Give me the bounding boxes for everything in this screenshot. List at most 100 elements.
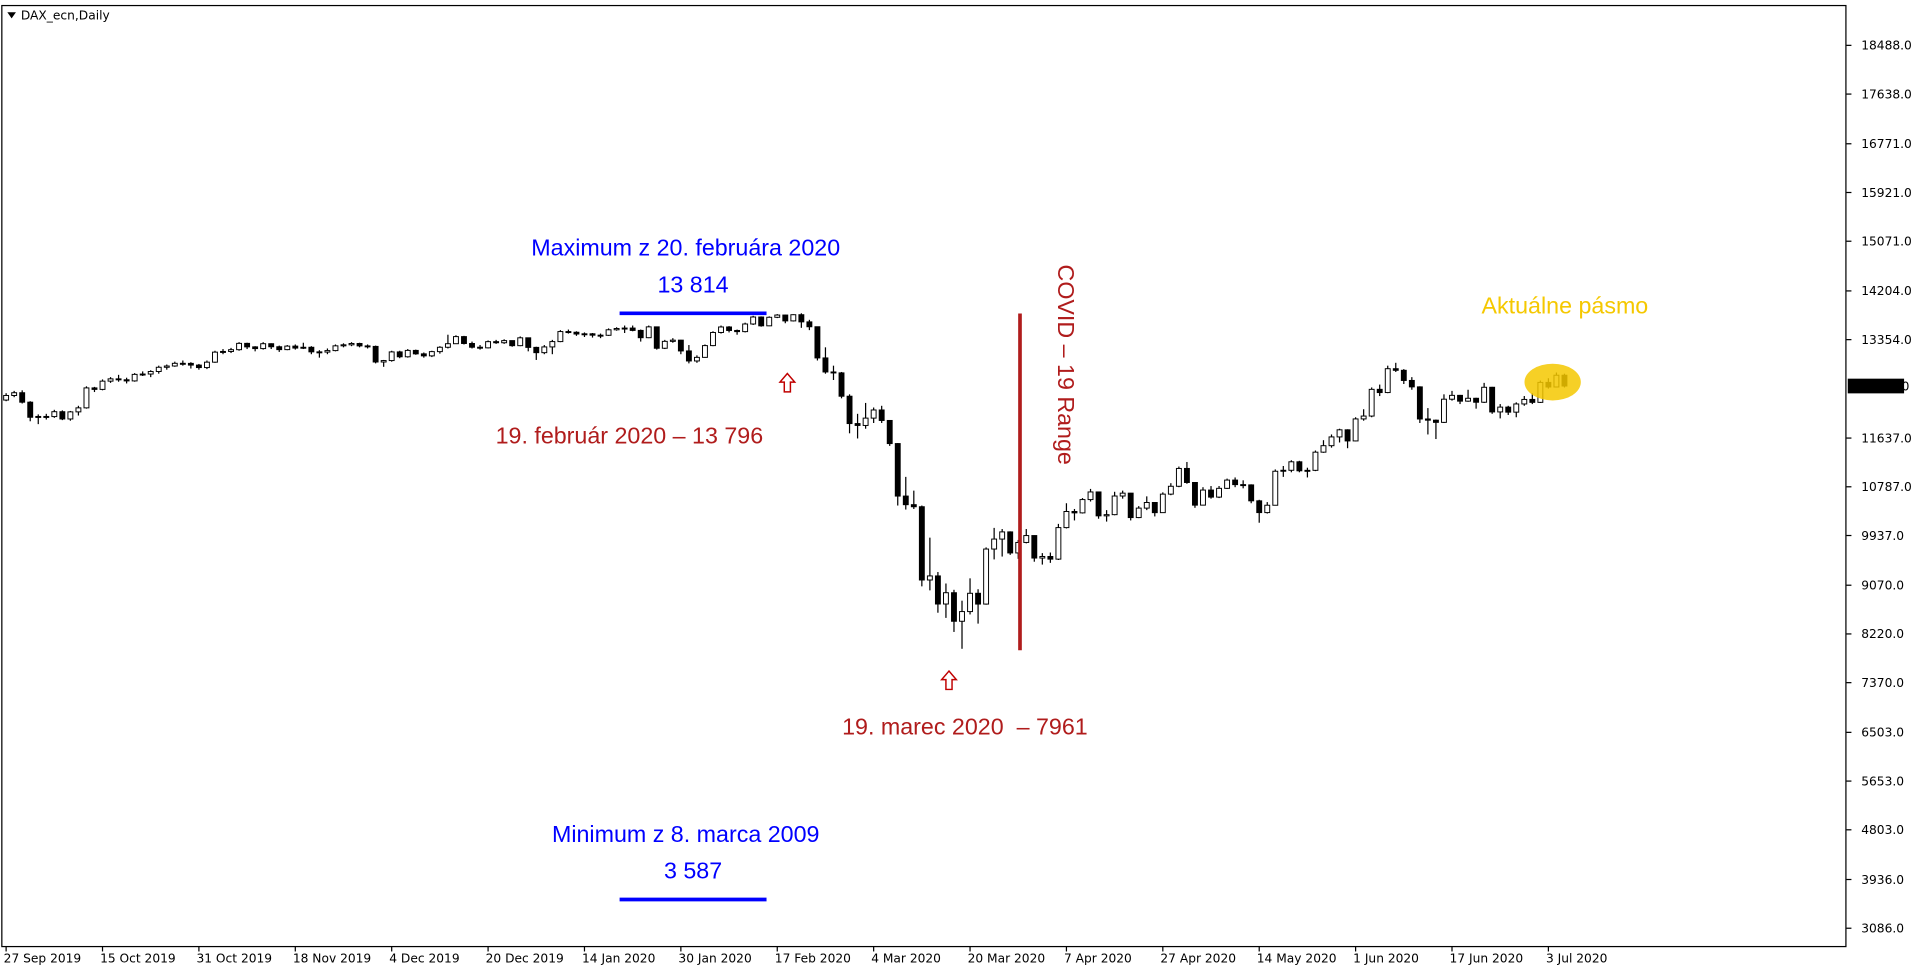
y-tick-label: 10787.0 [1861, 480, 1912, 494]
candle-body [878, 409, 885, 421]
candle-body [525, 337, 532, 348]
candle-body [581, 333, 588, 336]
candle-body [1200, 489, 1206, 506]
plot-frame [1, 4, 1847, 948]
x-tick-label: 3 Jul 2020 [1546, 951, 1607, 965]
candle-body [59, 411, 66, 420]
candle-body [894, 443, 901, 497]
candle-body [806, 321, 813, 328]
candle-body [364, 345, 371, 348]
candle-body [139, 373, 146, 376]
candle-body [830, 371, 837, 374]
candle-body [348, 342, 355, 346]
candle-body [693, 356, 700, 362]
candle-body [517, 337, 524, 347]
candle-body [557, 331, 564, 343]
candle-body [1529, 398, 1536, 403]
candle-body [1336, 429, 1343, 438]
candle-body [798, 314, 805, 323]
candle-body [461, 336, 467, 344]
candle-body [943, 592, 949, 605]
candle-body [43, 415, 50, 418]
candle-body [1489, 386, 1496, 413]
level-label: 13 814 [657, 271, 728, 297]
candle-body [1328, 436, 1335, 447]
candle-body [1360, 415, 1367, 420]
y-tick-label: 7370.0 [1861, 676, 1904, 690]
candle-body [918, 506, 925, 581]
candle-body [163, 365, 170, 368]
candle-body [493, 341, 500, 344]
candle-body [1296, 461, 1303, 472]
candle-body [308, 346, 315, 353]
candle-body [1521, 398, 1528, 405]
candle-body [589, 333, 596, 336]
candle-body [1400, 369, 1407, 381]
candle-body [1344, 429, 1351, 442]
y-tick-label: 8220.0 [1861, 627, 1904, 641]
candle-body [1087, 491, 1094, 501]
candle-body [1441, 398, 1447, 423]
annotation: COVID – 19 Range [1053, 265, 1079, 465]
candle-body [1232, 479, 1239, 486]
y-tick-label: 3936.0 [1861, 873, 1904, 887]
candle-body [1151, 502, 1158, 514]
candle-body [782, 314, 789, 322]
candle-body [412, 349, 419, 355]
y-tick-label: 15921.0 [1861, 186, 1912, 200]
x-tick-label: 20 Dec 2019 [486, 951, 564, 965]
y-tick-label: 4803.0 [1861, 823, 1904, 837]
candle-body [11, 392, 18, 396]
y-tick-label: 9937.0 [1861, 529, 1904, 543]
candle-body [509, 340, 516, 347]
candle-body [934, 575, 941, 605]
candle-body [750, 316, 757, 325]
x-tick-label: 4 Dec 2019 [389, 951, 459, 965]
candle-body [1465, 397, 1472, 402]
candle-body [862, 417, 869, 426]
y-tick-label: 16771.0 [1861, 137, 1912, 151]
candle-body [991, 538, 998, 550]
candle-body [1119, 492, 1126, 497]
candle-body [187, 362, 194, 366]
candle-body [115, 378, 122, 381]
candle-body [1240, 484, 1247, 487]
candle-body [613, 328, 620, 331]
candle-body [252, 346, 259, 350]
candle-body [621, 327, 628, 330]
candle-body [1175, 467, 1182, 487]
candle-body [1304, 469, 1311, 472]
candle-body [645, 326, 652, 339]
candle-body [195, 364, 202, 369]
candle-body [1432, 419, 1439, 423]
candle-body [276, 346, 283, 351]
candle-body [19, 392, 26, 403]
level-title: Maximum z 20. februára 2020 [531, 235, 840, 261]
x-axis: 27 Sep 2019 15 Oct 2019 31 Oct 2019 18 Nov … [4, 946, 1607, 965]
candle-body [1352, 418, 1359, 442]
candle-body [244, 342, 251, 348]
candle-body [1513, 403, 1520, 413]
x-tick-label: 7 Apr 2020 [1064, 951, 1132, 965]
candle-body [870, 409, 877, 419]
y-tick-label: 14204.0 [1861, 284, 1912, 298]
x-tick-label: 27 Sep 2019 [4, 951, 82, 965]
candle-body [155, 366, 162, 373]
candle-body [83, 387, 90, 409]
x-tick-label: 4 Mar 2020 [871, 951, 941, 965]
x-tick-label: 15 Oct 2019 [100, 951, 176, 965]
level-title: Minimum z 8. marca 2009 [552, 821, 819, 847]
annotation: 19. marec 2020 – 7961 [842, 714, 1088, 740]
candle-body [653, 326, 660, 349]
candle-body [541, 346, 548, 354]
candle-body [1424, 418, 1431, 421]
candle-body [1392, 368, 1399, 371]
candle-body [1031, 535, 1038, 559]
x-tick-label: 17 Feb 2020 [775, 951, 851, 965]
candle-body [428, 351, 435, 357]
candle-body [404, 349, 411, 358]
candle-body [220, 350, 226, 353]
candle-body [573, 331, 580, 335]
